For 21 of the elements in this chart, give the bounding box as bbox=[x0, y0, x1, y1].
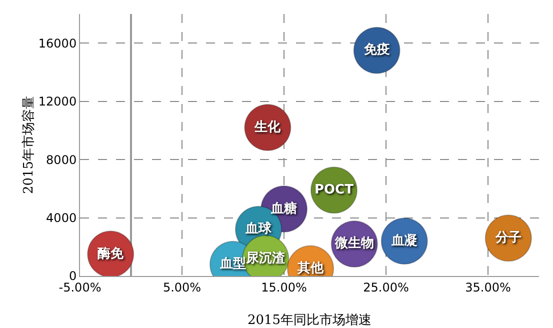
y-tick-label: 4000 bbox=[46, 210, 77, 225]
series-label: 血球 bbox=[244, 220, 272, 237]
series-label: 微生物 bbox=[334, 236, 374, 252]
x-tick-label: 35.00% bbox=[465, 280, 511, 294]
y-tick-label: 16000 bbox=[38, 36, 77, 50]
series-label: 分子 bbox=[494, 230, 522, 246]
series-label: 酶免 bbox=[98, 246, 125, 262]
series-label: 尿沉渣 bbox=[245, 250, 286, 266]
y-tick-label: 12000 bbox=[38, 94, 77, 109]
series-label: POCT bbox=[314, 182, 354, 198]
series-label: 血糖 bbox=[270, 200, 297, 216]
y-axis-title: 2015年市场容量 bbox=[20, 96, 36, 194]
series-label: 其他 bbox=[296, 260, 325, 276]
series-label: 生化 bbox=[254, 120, 282, 135]
x-tick-label: 25.00% bbox=[363, 280, 409, 294]
y-tick-label: 8000 bbox=[46, 152, 77, 167]
x-axis-title: 2015年同比市场增速 bbox=[247, 313, 372, 328]
series-label: 免疫 bbox=[362, 42, 390, 58]
series-label: 血凝 bbox=[390, 233, 418, 248]
x-tick-label: 5.00% bbox=[162, 280, 202, 294]
x-tick-label: 15.00% bbox=[261, 280, 307, 294]
